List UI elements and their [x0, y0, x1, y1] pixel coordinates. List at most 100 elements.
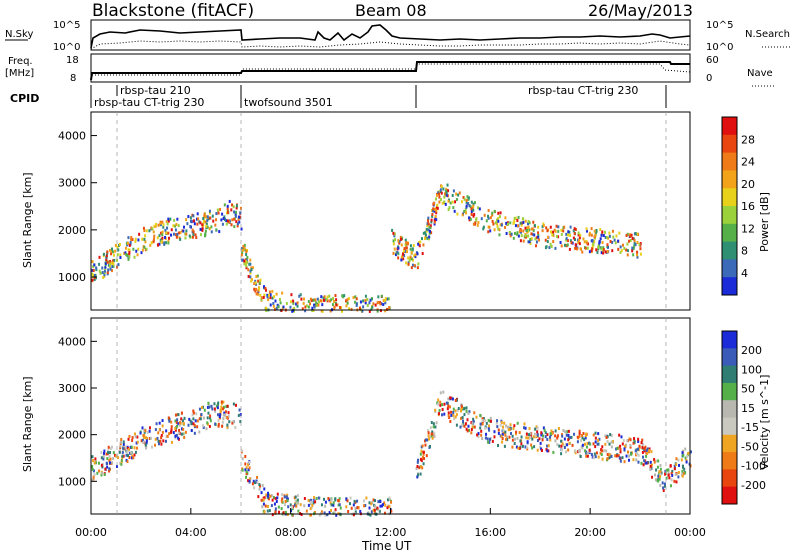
range-gate-cell	[593, 452, 596, 456]
range-gate-cell	[227, 414, 230, 418]
range-gate-cell	[355, 303, 358, 307]
range-gate-cell	[299, 503, 302, 507]
range-gate-cell	[465, 204, 468, 208]
range-gate-cell	[591, 244, 594, 248]
range-gate-cell	[318, 513, 321, 517]
range-gate-cell	[684, 456, 687, 460]
range-gate-cell	[535, 425, 538, 429]
range-gate-cell	[524, 234, 527, 238]
range-gate-cell	[146, 436, 149, 440]
range-gate-cell	[245, 264, 248, 268]
range-gate-cell	[216, 208, 219, 212]
range-gate-cell	[162, 223, 165, 227]
range-gate-cell	[512, 221, 515, 225]
range-gate-cell	[350, 307, 353, 311]
range-gate-cell	[192, 417, 195, 421]
range-gate-cell	[271, 513, 274, 517]
range-gate-cell	[245, 258, 248, 262]
range-gate-cell	[387, 504, 390, 508]
range-gate-cell	[91, 260, 94, 264]
range-gate-cell	[91, 268, 94, 272]
range-gate-cell	[191, 228, 194, 232]
range-gate-cell	[520, 435, 523, 439]
beam-label: Beam 08	[355, 1, 427, 20]
range-gate-cell	[497, 431, 500, 435]
range-gate-cell	[332, 501, 335, 505]
range-gate-cell	[508, 435, 511, 439]
velocity-y-axis-label: Slant Range [km]	[21, 376, 34, 472]
range-gate-cell	[432, 425, 435, 429]
x-tick-label: 08:00	[275, 526, 307, 539]
range-gate-cell	[174, 413, 177, 417]
range-gate-cell	[535, 240, 538, 244]
range-gate-cell	[133, 432, 136, 436]
range-gate-cell	[398, 239, 401, 243]
range-gate-cell	[620, 435, 623, 439]
range-gate-cell	[586, 454, 589, 458]
range-gate-cell	[497, 219, 500, 223]
range-gate-cell	[92, 475, 95, 479]
range-gate-cell	[276, 492, 279, 496]
range-gate-cell	[585, 454, 588, 458]
range-gate-cell	[615, 234, 618, 238]
range-gate-cell	[180, 432, 183, 436]
range-gate-cell	[184, 236, 187, 240]
range-gate-cell	[218, 230, 221, 234]
range-gate-cell	[645, 454, 648, 458]
range-gate-cell	[228, 420, 231, 424]
range-gate-cell	[153, 224, 156, 228]
range-gate-cell	[195, 236, 198, 240]
range-gate-cell	[189, 419, 192, 423]
range-gate-cell	[226, 425, 229, 429]
range-gate-cell	[140, 439, 143, 443]
range-gate-cell	[542, 426, 545, 430]
range-gate-cell	[393, 247, 396, 251]
range-gate-cell	[233, 225, 236, 229]
range-gate-cell	[434, 216, 437, 220]
range-gate-cell	[350, 506, 353, 510]
range-gate-cell	[472, 202, 475, 206]
range-gate-cell	[232, 205, 235, 209]
station-title: Blackstone (fitACF)	[92, 1, 254, 21]
range-gate-cell	[245, 249, 248, 253]
range-gate-cell	[632, 237, 635, 241]
range-gate-cell	[660, 471, 663, 475]
range-gate-cell	[613, 238, 616, 242]
range-gate-cell	[472, 208, 475, 212]
range-gate-cell	[530, 232, 533, 236]
range-gate-cell	[217, 422, 220, 426]
range-gate-cell	[506, 435, 509, 439]
range-gate-cell	[430, 432, 433, 436]
range-gate-cell	[578, 236, 581, 240]
range-gate-cell	[471, 421, 474, 425]
range-gate-cell	[107, 449, 110, 453]
range-gate-cell	[523, 426, 526, 430]
range-gate-cell	[444, 192, 447, 196]
range-gate-cell	[546, 433, 549, 437]
range-gate-cell	[221, 212, 224, 216]
range-gate-cell	[456, 408, 459, 412]
range-gate-cell	[600, 247, 603, 251]
range-gate-cell	[136, 253, 139, 257]
range-gate-cell	[502, 425, 505, 429]
range-gate-cell	[248, 460, 251, 464]
range-gate-cell	[274, 299, 277, 303]
range-gate-cell	[680, 458, 683, 462]
range-gate-cell	[434, 425, 437, 429]
range-gate-cell	[218, 414, 221, 418]
range-gate-cell	[567, 438, 570, 442]
range-gate-cell	[585, 229, 588, 233]
range-gate-cell	[579, 233, 582, 237]
range-gate-cell	[470, 200, 473, 204]
range-gate-cell	[571, 241, 574, 245]
range-gate-cell	[345, 505, 348, 509]
noise-search-line	[90, 40, 691, 50]
range-gate-cell	[142, 440, 145, 444]
range-gate-cell	[439, 391, 442, 395]
range-gate-cell	[390, 509, 393, 513]
range-gate-cell	[567, 448, 570, 452]
range-gate-cell	[372, 302, 375, 306]
range-gate-cell	[657, 459, 660, 463]
range-gate-cell	[212, 219, 215, 223]
